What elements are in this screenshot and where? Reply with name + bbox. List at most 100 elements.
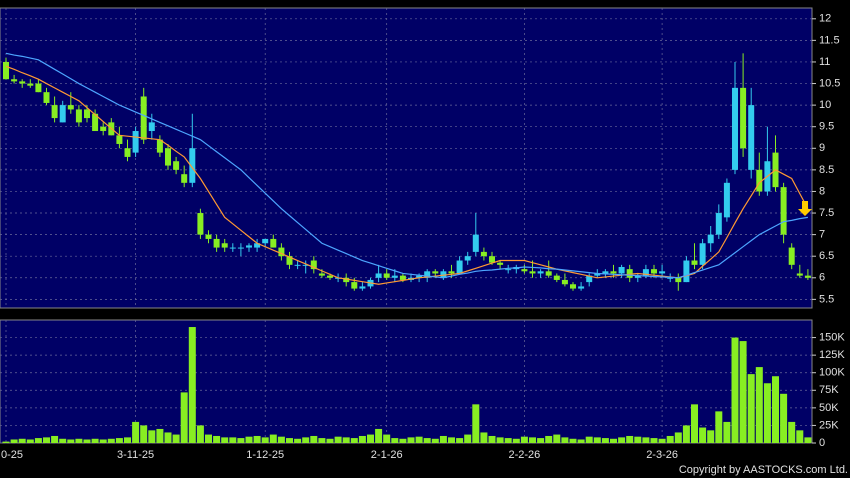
candle-body — [448, 271, 455, 274]
candle-body — [529, 271, 536, 274]
volume-bar — [529, 437, 536, 443]
candle-body — [140, 96, 147, 140]
candle-body — [642, 269, 649, 276]
y-tick-label: 10 — [819, 99, 831, 111]
volume-bar — [788, 421, 796, 443]
candle-body — [480, 251, 487, 257]
volume-bar — [537, 438, 545, 443]
volume-bar — [585, 436, 593, 443]
volume-bar — [399, 438, 407, 443]
candle-body — [270, 238, 277, 248]
volume-bar — [172, 434, 180, 443]
candle-body — [756, 169, 763, 192]
y-tick-label: 8 — [819, 185, 825, 197]
volume-bar — [59, 438, 67, 443]
candle-body — [327, 275, 333, 278]
candle-body — [715, 213, 722, 235]
candle-body — [294, 264, 301, 266]
y-tick-label: 9 — [819, 142, 825, 154]
candle-body — [707, 234, 714, 244]
candle-body — [489, 256, 495, 263]
y-tick-label: 5.5 — [819, 293, 834, 305]
volume-bar — [43, 437, 50, 443]
candle-body — [416, 275, 423, 278]
candle-body — [683, 260, 690, 283]
candle-body — [691, 260, 698, 265]
candle-body — [399, 275, 406, 280]
candle-body — [618, 266, 625, 274]
volume-bar — [18, 438, 26, 443]
candle-body — [156, 139, 163, 153]
volume-bar — [456, 438, 464, 443]
candle-body — [375, 273, 382, 278]
candle-body — [570, 284, 576, 289]
candle-body — [197, 213, 204, 235]
volume-bar — [569, 438, 577, 443]
volume-bar — [666, 435, 674, 443]
volume-bar — [334, 436, 342, 443]
volume-bar — [699, 427, 707, 443]
volume-bar — [140, 425, 148, 443]
candle-body — [723, 182, 730, 218]
volume-bar — [601, 438, 609, 443]
candle-body — [537, 271, 544, 274]
volume-bar — [682, 425, 690, 443]
volume-bar — [496, 437, 504, 443]
candle-body — [804, 275, 811, 278]
candle-body — [318, 273, 325, 276]
x-tick-label: 2-1-26 — [371, 449, 403, 461]
volume-bar — [188, 327, 196, 443]
volume-bar — [26, 439, 34, 443]
candle-body — [181, 174, 188, 183]
candle-body — [84, 109, 90, 119]
volume-bar — [488, 435, 496, 443]
candle-body — [278, 247, 285, 257]
candle-body — [51, 105, 58, 119]
volume-bar — [51, 435, 59, 443]
y-tick-label: 8.5 — [819, 164, 834, 176]
x-tick-label: 0-25 — [1, 449, 23, 461]
volume-bar — [391, 438, 399, 443]
volume-bar — [593, 437, 601, 443]
volume-bar — [650, 438, 658, 443]
volume-bar — [10, 439, 18, 443]
volume-bar — [34, 438, 42, 443]
volume-bar — [148, 430, 156, 443]
candle-body — [602, 271, 609, 274]
candle-body — [383, 273, 390, 278]
candle-body — [19, 81, 26, 84]
volume-bar — [375, 428, 383, 443]
volume-bar — [132, 421, 140, 443]
volume-bar — [310, 435, 318, 443]
candle-body — [651, 269, 657, 274]
volume-bar — [124, 437, 131, 443]
volume-bar — [164, 432, 172, 443]
volume-bar — [75, 438, 83, 443]
volume-bar — [107, 438, 115, 443]
volume-bar — [237, 438, 245, 443]
volume-bar — [358, 435, 366, 443]
candle-body — [796, 273, 803, 276]
volume-bar — [367, 434, 374, 443]
volume-bar — [318, 438, 326, 443]
volume-bar — [561, 437, 569, 443]
candle-body — [213, 238, 220, 248]
copyright: Copyright by AASTOCKS.com Ltd. — [679, 464, 848, 476]
volume-bar — [715, 411, 723, 443]
y-tick-label: 7 — [819, 229, 825, 241]
candle-body — [561, 279, 568, 285]
volume-bar — [423, 438, 431, 443]
x-tick-label: 3-11-25 — [117, 449, 154, 461]
candle-body — [748, 105, 755, 170]
candle-body — [440, 271, 447, 278]
volume-bar — [772, 376, 779, 443]
volume-bar — [196, 425, 204, 443]
candle-body — [497, 262, 504, 265]
candle-body — [343, 277, 350, 283]
candle-body — [302, 264, 309, 266]
volume-bar — [221, 437, 229, 443]
volume-bar — [707, 430, 715, 443]
candle-body — [788, 247, 795, 265]
